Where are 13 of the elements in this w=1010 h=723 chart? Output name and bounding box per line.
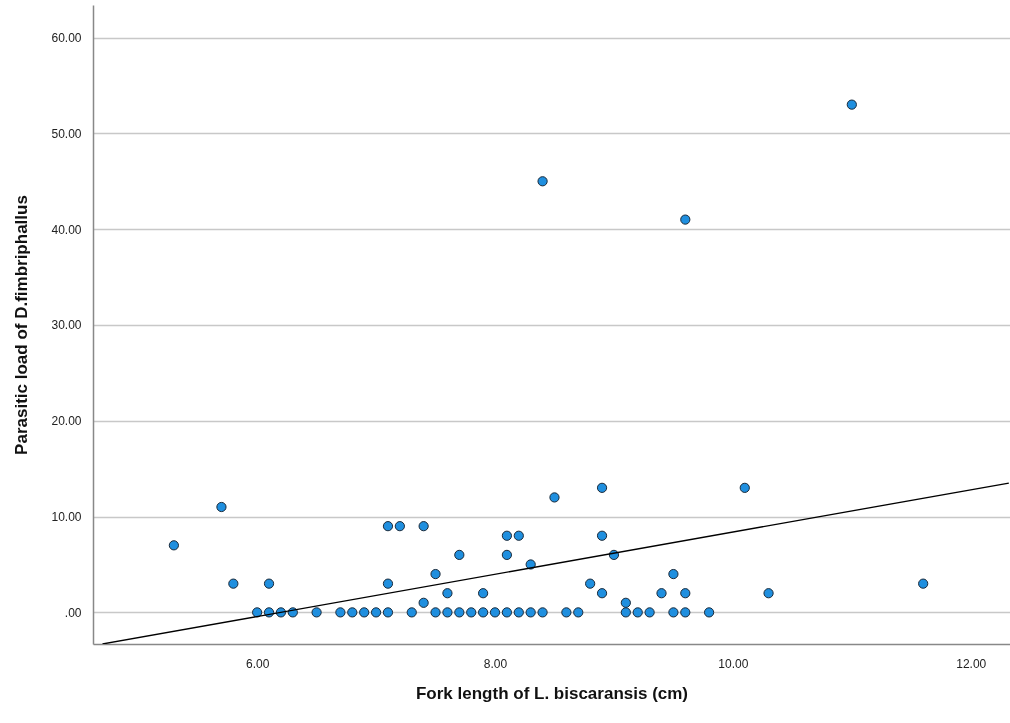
y-tick-label: 40.00 [51,222,82,237]
y-tick-label: 20.00 [51,414,82,429]
y-tick-label: 50.00 [51,126,82,141]
x-tick-label: 12.00 [956,656,987,671]
x-axis-title: Fork length of L. biscaransis (cm) [415,683,689,703]
y-axis-title: Parasitic load of D.fimbriphallus [12,195,32,455]
x-tick-label: 8.00 [483,656,508,671]
y-tick-label: 60.00 [51,31,82,46]
y-tick-label: 30.00 [51,318,82,333]
y-tick-label: .00 [64,605,82,620]
x-tick-label: 6.00 [245,656,270,671]
y-tick-label: 10.00 [51,510,82,525]
x-tick-label: 10.00 [718,656,749,671]
